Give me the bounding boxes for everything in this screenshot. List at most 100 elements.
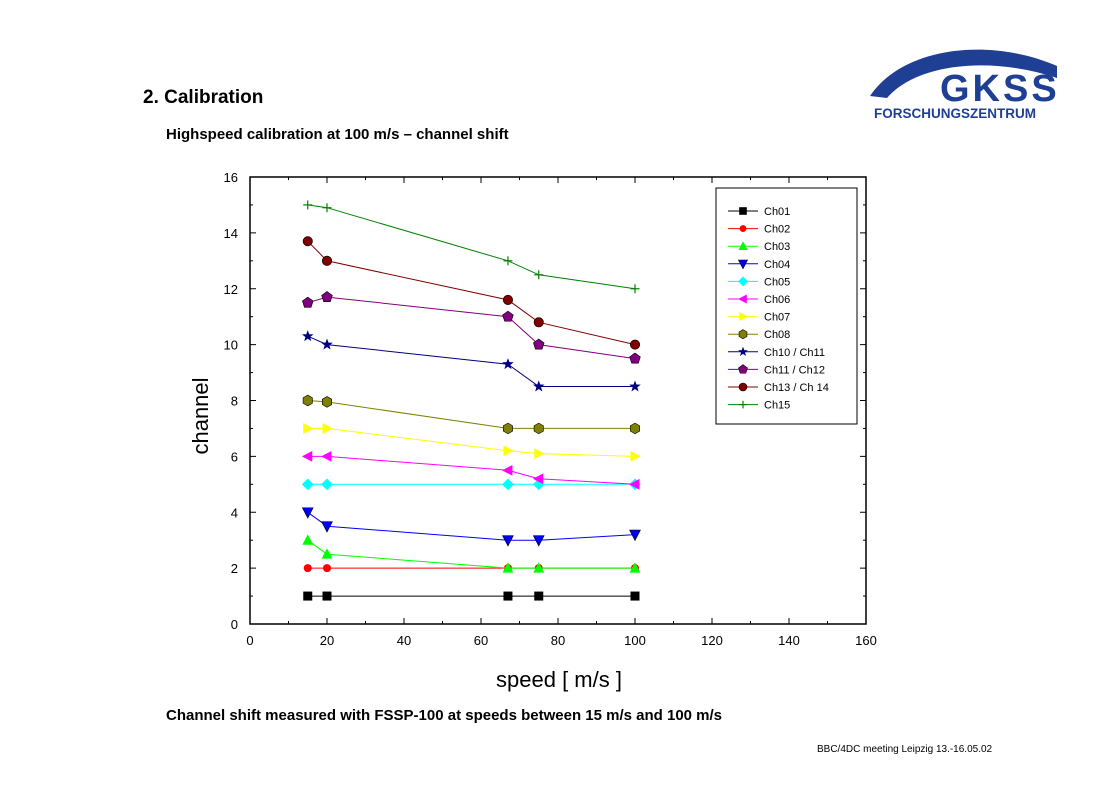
data-point-ch08: [322, 396, 332, 408]
y-tick-label: 16: [224, 170, 238, 185]
legend-label: Ch05: [764, 276, 790, 288]
data-point-ch06: [321, 450, 332, 462]
data-point-ch07: [503, 445, 514, 457]
data-point-ch06: [502, 464, 513, 476]
data-point-ch13-ch-14: [533, 317, 544, 328]
legend-marker: [738, 276, 748, 287]
legend-label: Ch15: [764, 400, 790, 412]
x-axis-title: speed [ m/s ]: [496, 667, 622, 692]
x-tick-label: 140: [778, 633, 800, 648]
y-axis-title: channel: [188, 377, 213, 454]
series-line-ch03: [307, 539, 635, 569]
legend-entry-ch03: Ch03: [728, 241, 790, 253]
legend-marker: [739, 225, 747, 233]
y-tick-label: 2: [231, 561, 238, 576]
data-point-ch13-ch-14: [302, 236, 313, 247]
gkss-logo: GKSS FORSCHUNGSZENTRUM: [870, 49, 1057, 121]
data-point-ch01: [322, 591, 332, 601]
series-line-ch07: [307, 427, 636, 457]
series-ch10-ch11: [301, 330, 641, 392]
slide-heading: 2. Calibration: [143, 87, 264, 108]
legend-label: Ch07: [764, 312, 790, 324]
series-ch15: [303, 200, 640, 294]
series-line-ch11-ch12: [307, 296, 636, 360]
data-point-ch03: [629, 562, 641, 573]
slide-caption: Channel shift measured with FSSP-100 at …: [166, 707, 723, 724]
series-ch01: [303, 591, 640, 601]
data-point-ch02: [322, 564, 332, 573]
data-point-ch06: [301, 450, 313, 462]
data-point-ch15: [303, 200, 313, 210]
data-point-ch07: [322, 423, 333, 434]
x-tick-label: 120: [701, 633, 723, 648]
series-ch05: [301, 478, 641, 491]
series-ch04: [301, 507, 641, 547]
data-point-ch03: [321, 548, 333, 559]
data-point-ch11-ch12: [533, 338, 545, 350]
legend-marker: [739, 400, 747, 409]
data-point-ch08: [502, 422, 513, 435]
data-point-ch04: [629, 529, 641, 542]
data-point-ch11-ch12: [302, 296, 314, 308]
legend-label: Ch02: [764, 224, 790, 236]
data-point-ch08: [302, 394, 313, 407]
legend-marker: [738, 382, 748, 392]
data-point-ch07: [303, 423, 314, 434]
y-tick-label: 8: [231, 394, 238, 409]
legend-label: Ch13 / Ch 14: [764, 382, 829, 394]
series-line-ch10-ch11: [307, 335, 635, 387]
y-tick-label: 6: [231, 449, 238, 464]
data-point-ch13-ch-14: [321, 255, 333, 266]
legend-entry-ch11-ch12: Ch11 / Ch12: [728, 364, 825, 376]
data-point-ch15: [503, 256, 513, 266]
data-point-ch05: [301, 478, 314, 491]
data-point-ch05: [321, 478, 333, 491]
series-ch06: [301, 450, 640, 490]
legend-marker: [737, 259, 749, 270]
data-point-ch10-ch11: [321, 338, 333, 350]
series-ch03: [302, 534, 641, 573]
x-tick-label: 60: [474, 633, 488, 648]
data-point-ch13-ch-14: [629, 339, 641, 350]
data-point-ch05: [502, 478, 514, 491]
legend-label: Ch08: [764, 329, 790, 341]
data-point-ch15: [322, 203, 332, 213]
data-point-ch02: [303, 564, 312, 573]
series-line-ch15: [307, 204, 636, 290]
data-point-ch04: [532, 535, 545, 547]
data-point-ch04: [321, 521, 333, 533]
legend-label: Ch10 / Ch11: [764, 347, 825, 359]
data-point-ch04: [301, 507, 314, 519]
series-ch13-ch-14: [302, 236, 641, 350]
y-tick-label: 12: [224, 282, 238, 297]
legend-marker: [738, 294, 747, 304]
y-tick-label: 10: [224, 338, 238, 353]
legend-label: Ch06: [764, 294, 790, 306]
data-point-ch01: [503, 591, 513, 601]
series-line-ch06: [307, 455, 636, 485]
legend-entry-ch07: Ch07: [728, 312, 790, 324]
data-point-ch01: [303, 591, 313, 601]
legend-entry-ch13-ch-14: Ch13 / Ch 14: [728, 382, 829, 394]
x-tick-label: 20: [320, 633, 334, 648]
logo-arc: [870, 49, 1057, 98]
legend-marker: [739, 207, 747, 215]
data-point-ch10-ch11: [629, 380, 641, 392]
series-ch07: [303, 423, 641, 462]
data-point-ch11-ch12: [502, 310, 514, 322]
data-point-ch01: [534, 591, 544, 601]
legend-entry-ch10-ch11: Ch10 / Ch11: [728, 346, 825, 359]
series-ch08: [302, 394, 640, 435]
legend-entry-ch05: Ch05: [728, 276, 790, 288]
legend-marker: [739, 312, 748, 322]
x-tick-label: 0: [246, 633, 253, 648]
data-point-ch08: [533, 422, 544, 435]
data-point-ch03: [533, 562, 545, 573]
series-line-ch08: [307, 400, 635, 429]
data-point-ch07: [534, 448, 545, 459]
data-point-ch10-ch11: [301, 330, 314, 342]
legend-label: Ch04: [764, 259, 790, 271]
y-tick-label: 4: [231, 505, 238, 520]
data-point-ch10-ch11: [502, 358, 514, 370]
